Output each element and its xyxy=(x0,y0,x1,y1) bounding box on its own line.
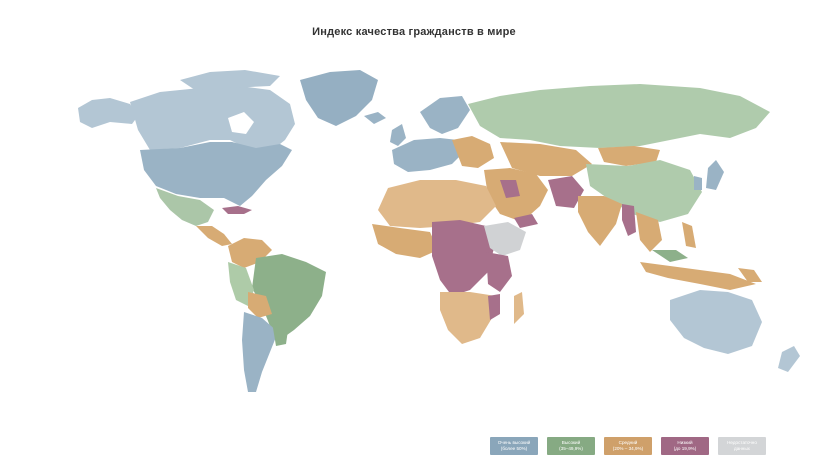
legend-medium-label: Средний xyxy=(618,440,638,445)
region-southern-africa[interactable] xyxy=(440,292,496,344)
region-caribbean[interactable] xyxy=(222,206,252,214)
region-brazil[interactable] xyxy=(252,254,326,340)
legend-high-range: (35–49,9%) xyxy=(559,446,583,451)
region-china[interactable] xyxy=(586,160,702,222)
legend-very-high-range: (более 50%) xyxy=(500,446,528,451)
region-usa[interactable] xyxy=(140,142,292,206)
region-mongolia[interactable] xyxy=(598,146,660,166)
region-alaska[interactable] xyxy=(78,98,138,128)
region-iraq-syria[interactable] xyxy=(500,180,520,198)
region-peru-ecuador[interactable] xyxy=(228,262,254,306)
region-uk[interactable] xyxy=(390,124,406,146)
region-japan[interactable] xyxy=(706,160,724,190)
region-greenland[interactable] xyxy=(300,70,378,126)
map-title: Индекс качества гражданств в мире xyxy=(312,26,516,38)
region-korea[interactable] xyxy=(694,176,702,190)
region-arctic-islands[interactable] xyxy=(180,70,280,90)
region-png[interactable] xyxy=(738,268,762,282)
region-central-america[interactable] xyxy=(196,226,232,246)
legend-low-label: Низкий xyxy=(677,440,693,445)
region-central-asia[interactable] xyxy=(500,142,592,176)
region-philippines[interactable] xyxy=(682,222,696,248)
region-north-africa[interactable] xyxy=(378,180,496,228)
legend-medium-range: (20% – 34,9%) xyxy=(612,446,644,451)
region-balkans-ukraine[interactable] xyxy=(452,136,494,168)
region-bolivia[interactable] xyxy=(248,292,272,318)
legend-high: Высокий (35–49,9%) xyxy=(547,437,595,455)
world-map xyxy=(78,70,800,392)
region-southeast-asia[interactable] xyxy=(636,212,662,252)
region-uruguay-paraguay[interactable] xyxy=(272,322,288,346)
region-madagascar[interactable] xyxy=(514,292,524,324)
legend-low-range: (до 19,9%) xyxy=(673,446,697,451)
legend-no-data-label: Недостаточно xyxy=(727,440,757,445)
region-australia[interactable] xyxy=(670,290,762,354)
region-yemen[interactable] xyxy=(514,214,538,228)
region-mozambique[interactable] xyxy=(488,294,500,320)
region-india[interactable] xyxy=(578,196,622,246)
legend-medium: Средний (20% – 34,9%) xyxy=(604,437,652,455)
region-scandinavia[interactable] xyxy=(420,96,470,134)
region-western-europe[interactable] xyxy=(392,138,464,172)
region-argentina-chile[interactable] xyxy=(242,312,278,392)
region-afghanistan-pakistan[interactable] xyxy=(548,176,584,208)
region-west-africa[interactable] xyxy=(372,224,438,258)
region-myanmar[interactable] xyxy=(622,204,636,236)
region-canada[interactable] xyxy=(130,86,295,152)
region-east-africa[interactable] xyxy=(486,252,512,292)
legend-no-data: Недостаточно данных xyxy=(718,437,766,455)
region-russia[interactable] xyxy=(468,84,770,148)
legend-high-label: Высокий xyxy=(561,440,581,445)
region-central-africa[interactable] xyxy=(432,220,494,296)
region-iceland[interactable] xyxy=(364,112,386,124)
legend-low: Низкий (до 19,9%) xyxy=(661,437,709,455)
legend: Очень высокий (более 50%) Высокий (35–49… xyxy=(490,437,766,455)
legend-very-high: Очень высокий (более 50%) xyxy=(490,437,538,455)
region-hudson-bay xyxy=(228,112,254,134)
region-indonesia[interactable] xyxy=(640,262,756,290)
region-mexico[interactable] xyxy=(156,188,214,226)
legend-very-high-label: Очень высокий xyxy=(497,440,531,445)
region-malaysia[interactable] xyxy=(652,250,688,262)
region-east-africa-no-data[interactable] xyxy=(484,222,526,256)
region-new-zealand[interactable] xyxy=(778,346,800,372)
legend-no-data-range: данных xyxy=(734,446,750,451)
